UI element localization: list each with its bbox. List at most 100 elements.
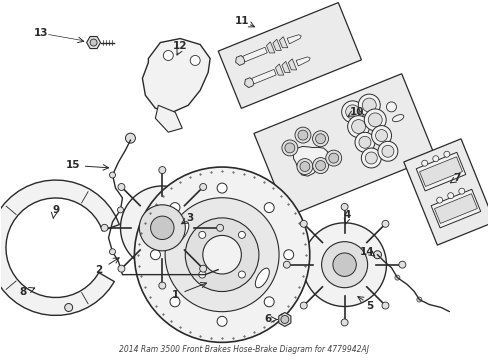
- Polygon shape: [243, 47, 267, 62]
- Bar: [403, 139, 488, 245]
- Circle shape: [398, 261, 405, 268]
- Circle shape: [443, 151, 449, 157]
- Text: 12: 12: [173, 41, 187, 50]
- Polygon shape: [86, 36, 101, 49]
- Circle shape: [341, 319, 347, 326]
- Circle shape: [375, 130, 387, 141]
- Polygon shape: [266, 42, 274, 53]
- Circle shape: [381, 220, 388, 227]
- Circle shape: [109, 249, 115, 255]
- Circle shape: [381, 145, 393, 157]
- Polygon shape: [419, 157, 462, 186]
- Circle shape: [358, 94, 380, 116]
- Circle shape: [120, 186, 203, 270]
- Circle shape: [300, 302, 306, 309]
- Circle shape: [315, 161, 325, 171]
- Polygon shape: [244, 78, 253, 87]
- Text: 15: 15: [65, 160, 80, 170]
- Circle shape: [118, 265, 125, 272]
- Circle shape: [159, 282, 165, 289]
- Circle shape: [351, 120, 365, 134]
- Circle shape: [281, 140, 297, 156]
- Circle shape: [436, 197, 442, 203]
- Text: 3: 3: [186, 213, 193, 223]
- Circle shape: [283, 261, 290, 268]
- Circle shape: [238, 271, 245, 278]
- Circle shape: [101, 224, 108, 231]
- Polygon shape: [296, 57, 309, 66]
- Polygon shape: [433, 194, 476, 224]
- Circle shape: [312, 131, 328, 147]
- Circle shape: [354, 132, 374, 152]
- Circle shape: [199, 184, 206, 190]
- Circle shape: [377, 141, 397, 161]
- Circle shape: [203, 235, 241, 274]
- Circle shape: [199, 265, 206, 272]
- Polygon shape: [278, 312, 290, 327]
- Circle shape: [341, 101, 363, 123]
- Bar: [218, 3, 361, 108]
- Circle shape: [283, 250, 293, 260]
- Circle shape: [165, 198, 279, 312]
- Polygon shape: [155, 105, 182, 132]
- Polygon shape: [281, 62, 290, 72]
- Circle shape: [325, 150, 341, 166]
- Circle shape: [345, 105, 359, 119]
- Text: 2: 2: [95, 265, 102, 275]
- Circle shape: [394, 275, 399, 280]
- Text: 1: 1: [171, 289, 179, 300]
- Polygon shape: [235, 55, 244, 66]
- Polygon shape: [279, 37, 287, 48]
- Circle shape: [332, 253, 356, 276]
- Circle shape: [170, 203, 180, 213]
- Circle shape: [447, 193, 453, 199]
- Text: 4: 4: [343, 210, 350, 220]
- Circle shape: [170, 297, 180, 307]
- Bar: [253, 74, 434, 217]
- Circle shape: [64, 303, 73, 311]
- Text: 11: 11: [234, 15, 249, 26]
- Circle shape: [90, 39, 97, 46]
- Text: 13: 13: [34, 28, 48, 37]
- Circle shape: [321, 242, 367, 288]
- Circle shape: [217, 183, 226, 193]
- Circle shape: [264, 203, 274, 213]
- Circle shape: [125, 133, 135, 143]
- Text: 14: 14: [360, 247, 374, 257]
- Polygon shape: [251, 69, 276, 84]
- Circle shape: [347, 116, 369, 138]
- Circle shape: [386, 102, 396, 112]
- Text: 9: 9: [52, 205, 59, 215]
- Circle shape: [416, 297, 421, 302]
- Circle shape: [139, 205, 185, 251]
- Circle shape: [159, 167, 165, 174]
- Circle shape: [432, 156, 438, 162]
- Circle shape: [299, 162, 309, 171]
- Circle shape: [421, 160, 427, 166]
- Circle shape: [371, 126, 391, 145]
- Circle shape: [285, 143, 294, 153]
- Circle shape: [185, 218, 258, 292]
- Circle shape: [296, 158, 312, 175]
- Ellipse shape: [255, 268, 269, 288]
- Text: 10: 10: [349, 107, 364, 117]
- Polygon shape: [142, 39, 210, 112]
- Circle shape: [300, 220, 306, 227]
- Circle shape: [302, 223, 386, 306]
- Circle shape: [362, 98, 375, 112]
- Circle shape: [280, 315, 288, 323]
- Text: 8: 8: [19, 287, 26, 297]
- Circle shape: [294, 127, 310, 143]
- Ellipse shape: [392, 114, 403, 122]
- Circle shape: [373, 251, 381, 259]
- Circle shape: [217, 316, 226, 326]
- Polygon shape: [272, 39, 281, 50]
- Polygon shape: [0, 180, 119, 315]
- Polygon shape: [292, 147, 327, 176]
- Circle shape: [328, 153, 338, 163]
- Circle shape: [367, 113, 382, 127]
- Circle shape: [365, 152, 377, 164]
- Circle shape: [109, 172, 115, 178]
- Text: 7: 7: [452, 173, 460, 183]
- Polygon shape: [415, 152, 465, 191]
